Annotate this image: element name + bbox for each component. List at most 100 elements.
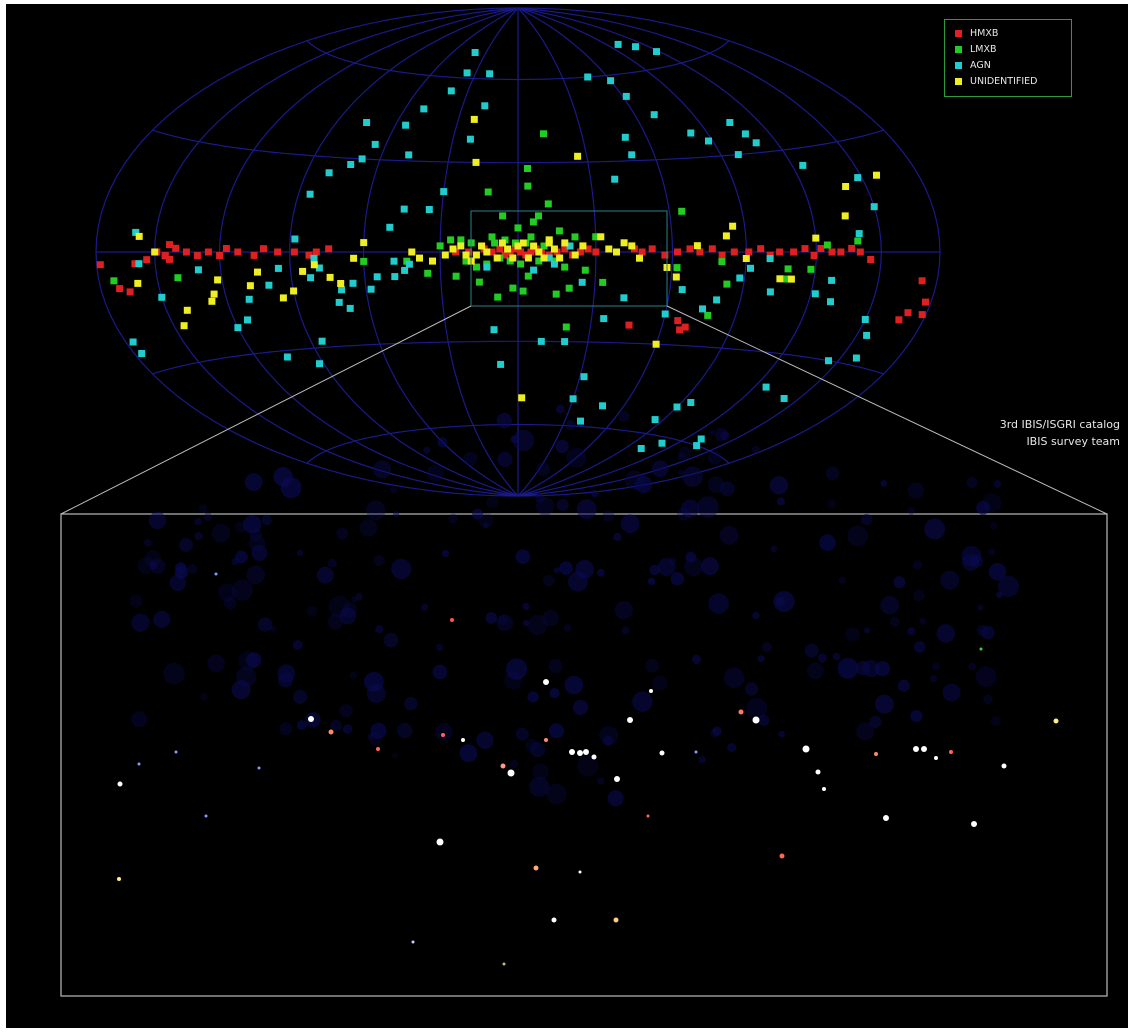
source-marker-agn (705, 137, 712, 145)
emission-blob (962, 553, 980, 572)
emission-blob (296, 720, 307, 730)
zoom-source (934, 756, 938, 760)
source-marker-unidentified (742, 255, 750, 262)
emission-blob (819, 534, 836, 551)
grid-parallel (152, 340, 884, 375)
legend-swatch-agn (955, 61, 962, 69)
source-marker-unidentified (472, 251, 480, 259)
emission-blob (875, 661, 891, 677)
source-marker-agn (780, 395, 788, 402)
source-marker-lmxb (783, 275, 791, 283)
emission-blob (175, 562, 187, 574)
source-marker-hmxb (730, 248, 738, 256)
zoom-source (174, 750, 178, 754)
emission-blob (602, 510, 615, 522)
zoom-source (921, 746, 927, 752)
zoom-source (659, 750, 665, 756)
emission-blob (148, 511, 167, 530)
emission-blob (987, 548, 996, 556)
zoom-point-sources (117, 572, 1059, 966)
emission-blob (350, 595, 358, 603)
source-marker-hmxb (182, 248, 190, 256)
source-marker-unidentified (337, 280, 345, 287)
emission-blob (316, 566, 334, 584)
source-marker-unidentified (449, 245, 457, 253)
source-marker-agn (283, 353, 291, 361)
emission-blob (509, 759, 519, 769)
emission-blob (553, 567, 560, 574)
emission-blob (231, 680, 251, 700)
source-marker-hmxb (126, 288, 134, 296)
zoom-source (507, 769, 515, 777)
emission-blob (880, 595, 900, 615)
zoom-source (646, 814, 650, 818)
source-marker-hmxb (325, 245, 333, 253)
source-marker-unidentified (299, 267, 307, 275)
credit-text: 3rd IBIS/ISGRI catalog IBIS survey team (1000, 416, 1120, 450)
source-marker-agn (658, 439, 666, 447)
emission-blob (542, 609, 560, 627)
source-marker-hmxb (810, 252, 818, 259)
source-marker-hmxb (312, 248, 320, 256)
emission-blob (618, 410, 630, 422)
zoom-panel-frame (60, 513, 1108, 997)
emission-blob (145, 550, 161, 566)
source-marker-unidentified (561, 239, 569, 247)
source-marker-unidentified (478, 242, 486, 250)
source-marker-lmxb (544, 200, 552, 208)
source-marker-agn (402, 121, 410, 129)
zoom-source (544, 738, 548, 742)
emission-blob (366, 684, 386, 704)
emission-blob (563, 624, 572, 633)
emission-blob (996, 591, 1003, 598)
emission-blob (137, 556, 155, 575)
emission-blob (707, 476, 725, 494)
emission-blob (149, 561, 158, 570)
emission-blob (847, 525, 869, 547)
source-marker-lmxb (555, 227, 563, 235)
emission-blob (804, 643, 819, 658)
emission-blob (596, 568, 605, 577)
emission-blob (459, 744, 478, 763)
source-marker-hmxb (561, 245, 569, 253)
source-marker-unidentified (462, 251, 470, 259)
source-marker-unidentified (776, 275, 784, 283)
emission-blob (179, 537, 193, 552)
source-marker-lmxb (535, 212, 542, 220)
source-marker-hmxb (131, 260, 139, 268)
grid-parallel (306, 423, 730, 464)
emission-blob (669, 557, 677, 565)
source-marker-unidentified (530, 242, 538, 250)
source-marker-agn (600, 315, 608, 323)
source-marker-agn (346, 304, 354, 312)
source-marker-unidentified (605, 245, 613, 253)
emission-blob (940, 570, 960, 590)
zoom-source (779, 853, 785, 859)
legend-item-lmxb: LMXB (955, 41, 1071, 57)
emission-blob (651, 460, 669, 478)
emission-blob (647, 577, 656, 586)
source-marker-hmxb (193, 252, 201, 260)
source-marker-hmxb (204, 248, 212, 256)
emission-blob (327, 558, 337, 568)
zoom-source (1001, 763, 1007, 769)
source-marker-agn (447, 87, 455, 95)
emission-blob (983, 694, 993, 705)
source-marker-lmxb (718, 258, 726, 266)
source-marker-agn (401, 266, 409, 274)
source-marker-lmxb (457, 236, 465, 244)
emission-blob (373, 555, 385, 567)
emission-blob (375, 625, 384, 634)
emission-blob (328, 595, 351, 618)
emission-blob (251, 544, 268, 562)
source-marker-agn (762, 383, 770, 391)
source-marker-agn (825, 357, 832, 365)
emission-blob (855, 660, 871, 676)
zoom-source (577, 750, 583, 756)
emission-blob (620, 514, 640, 534)
grid-parallel (306, 40, 730, 81)
source-marker-hmxb (166, 255, 173, 263)
source-marker-agn (310, 254, 318, 262)
emission-blob (366, 500, 386, 521)
source-marker-unidentified (535, 248, 543, 256)
